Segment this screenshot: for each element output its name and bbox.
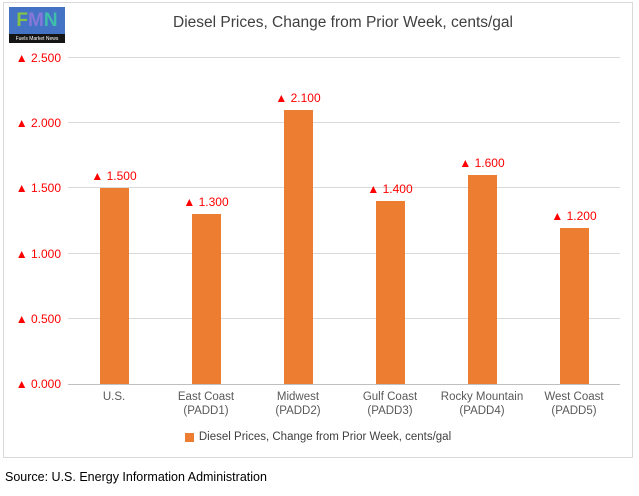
logo-caption: Fuels Market News	[9, 34, 65, 43]
bar	[467, 175, 497, 384]
y-tick-label: ▲ 0.000	[15, 377, 61, 391]
y-tick-label: ▲ 1.000	[15, 246, 61, 261]
bar-value-label: ▲ 1.500	[91, 169, 137, 184]
y-tick-label: ▲ 0.500	[15, 311, 61, 326]
y-tick-label: ▲ 1.500	[15, 181, 61, 196]
gridline	[68, 317, 620, 319]
bar	[99, 188, 129, 384]
x-axis-labels: U.S. East Coast (PADD1) Midwest (PADD2) Gul…	[68, 390, 620, 418]
logo-letter-m: M	[28, 10, 44, 31]
legend-swatch	[184, 432, 194, 442]
bar-value-label: ▲ 1.400	[367, 182, 413, 197]
x-category-label: U.S.	[102, 391, 126, 403]
plot-area: ▲ 1.500 ▲ 1.300 ▲ 2.100 ▲ 1.400 ▲ 1.600 ▲ 1.2…	[68, 57, 620, 385]
legend: Diesel Prices, Change from Prior Week, c…	[4, 431, 632, 443]
y-tick-label: ▲ 2.000	[15, 116, 61, 131]
bar-value-label: ▲ 1.200	[551, 208, 597, 223]
logo-letter-f: F	[16, 10, 29, 31]
bar-value-label: ▲ 1.600	[459, 156, 505, 171]
bar	[375, 201, 405, 384]
bar-value-label: ▲ 2.100	[275, 91, 321, 106]
bar	[191, 214, 221, 384]
bar-value-label: ▲ 1.300	[183, 195, 229, 210]
bar	[559, 227, 589, 384]
y-tick-label: ▲ 2.500	[15, 51, 61, 65]
gridline	[68, 122, 620, 124]
x-category-label: West Coast (PADD5)	[544, 391, 604, 417]
gridline	[68, 187, 620, 189]
x-category-label: Gulf Coast (PADD3)	[362, 391, 418, 417]
gridline	[68, 57, 620, 58]
x-category-label: Midwest (PADD2)	[275, 391, 321, 417]
source-note: Source: U.S. Energy Information Administ…	[5, 470, 267, 484]
bar	[283, 110, 313, 384]
logo-letter-n: N	[43, 10, 58, 31]
chart-title: Diesel Prices, Change from Prior Week, c…	[173, 14, 513, 31]
x-category-label: Rocky Mountain (PADD4)	[440, 391, 524, 417]
legend-label: Diesel Prices, Change from Prior Week, c…	[198, 431, 452, 443]
gridline	[68, 252, 620, 254]
x-category-label: East Coast (PADD1)	[177, 391, 235, 417]
